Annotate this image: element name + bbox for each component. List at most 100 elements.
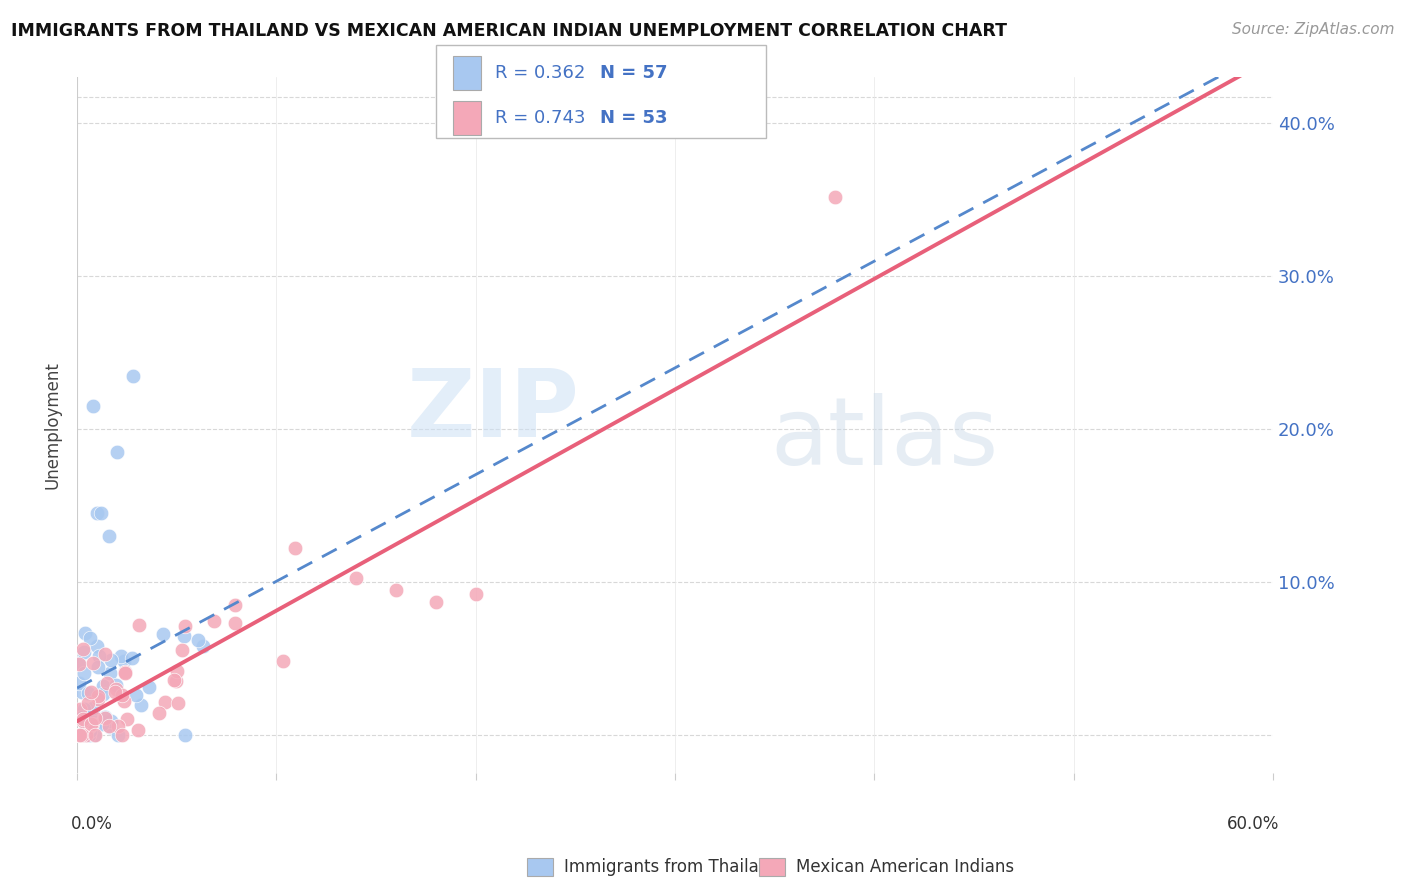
Point xyxy=(172,643,194,657)
Text: 60.0%: 60.0% xyxy=(1226,815,1279,833)
Point xyxy=(224,598,246,612)
Point xyxy=(114,665,136,679)
Point xyxy=(127,723,149,738)
Point xyxy=(70,710,93,724)
Point xyxy=(75,723,97,738)
Point xyxy=(79,728,101,742)
Point xyxy=(824,190,846,204)
Point xyxy=(121,651,143,665)
Point xyxy=(107,719,129,733)
Point xyxy=(385,582,408,597)
Point xyxy=(87,689,110,703)
Point xyxy=(67,728,90,742)
Point xyxy=(87,648,110,663)
Point xyxy=(112,653,135,667)
Point xyxy=(114,665,136,680)
Point xyxy=(125,688,148,702)
Point xyxy=(97,719,120,733)
Point xyxy=(73,728,96,742)
Text: ZIP: ZIP xyxy=(406,366,579,458)
Point xyxy=(69,728,91,742)
Point xyxy=(79,631,101,645)
Text: N = 53: N = 53 xyxy=(600,109,668,127)
Point xyxy=(191,640,214,654)
Point xyxy=(464,587,486,601)
Point xyxy=(86,639,108,653)
Point xyxy=(87,660,110,674)
Point xyxy=(202,614,225,628)
Point xyxy=(173,618,195,632)
Point xyxy=(73,702,96,716)
Point xyxy=(273,654,295,668)
Text: R = 0.743: R = 0.743 xyxy=(495,109,585,127)
Point xyxy=(122,368,145,383)
Point xyxy=(138,680,160,694)
Point xyxy=(90,716,112,731)
Point xyxy=(110,648,132,663)
Text: IMMIGRANTS FROM THAILAND VS MEXICAN AMERICAN INDIAN UNEMPLOYMENT CORRELATION CHA: IMMIGRANTS FROM THAILAND VS MEXICAN AMER… xyxy=(11,22,1007,40)
Point xyxy=(110,688,132,702)
Text: 0.0%: 0.0% xyxy=(72,815,112,833)
Point xyxy=(173,629,195,643)
Point xyxy=(67,657,90,672)
Point xyxy=(98,665,121,680)
Point xyxy=(166,664,188,678)
Point xyxy=(425,595,447,609)
Point xyxy=(70,728,93,742)
Point xyxy=(72,728,94,742)
Point xyxy=(82,656,104,670)
Point xyxy=(83,728,105,742)
Point xyxy=(90,506,112,520)
Point xyxy=(100,653,122,667)
Point xyxy=(224,616,246,631)
Point xyxy=(115,712,138,726)
Point xyxy=(80,685,103,699)
Point xyxy=(80,718,103,732)
Text: Source: ZipAtlas.com: Source: ZipAtlas.com xyxy=(1232,22,1395,37)
Point xyxy=(114,665,136,679)
Point xyxy=(75,728,97,742)
Point xyxy=(67,728,90,742)
Point xyxy=(77,697,100,711)
Point xyxy=(100,714,122,728)
Point xyxy=(107,728,129,742)
Point xyxy=(93,687,115,701)
Point xyxy=(75,625,97,640)
Point xyxy=(73,666,96,681)
Text: R = 0.362: R = 0.362 xyxy=(495,63,585,82)
Point xyxy=(84,710,107,724)
Point xyxy=(129,698,152,713)
Point xyxy=(83,728,105,742)
Point xyxy=(128,617,150,632)
Point xyxy=(72,642,94,657)
Point xyxy=(104,684,127,698)
Point xyxy=(152,627,174,641)
Text: Immigrants from Thailand: Immigrants from Thailand xyxy=(564,858,779,876)
Point xyxy=(344,571,367,585)
Point xyxy=(79,706,101,721)
Point xyxy=(87,692,110,706)
Text: N = 57: N = 57 xyxy=(600,63,668,82)
Point xyxy=(153,695,176,709)
Point xyxy=(167,697,190,711)
Point xyxy=(72,685,94,699)
Point xyxy=(187,633,209,648)
Point xyxy=(75,728,97,742)
Point xyxy=(93,715,115,730)
Point xyxy=(77,720,100,734)
Point xyxy=(284,541,307,555)
Point xyxy=(79,724,101,739)
Point xyxy=(94,711,117,725)
Point xyxy=(69,702,91,716)
Point xyxy=(67,675,90,690)
Point xyxy=(67,657,90,671)
Text: Mexican American Indians: Mexican American Indians xyxy=(796,858,1014,876)
Point xyxy=(69,728,91,742)
Point xyxy=(86,506,108,520)
Y-axis label: Unemployment: Unemployment xyxy=(44,361,60,489)
Point xyxy=(72,728,94,742)
Point xyxy=(104,682,127,697)
Point xyxy=(165,674,187,689)
Point xyxy=(94,648,117,662)
Point xyxy=(82,701,104,715)
